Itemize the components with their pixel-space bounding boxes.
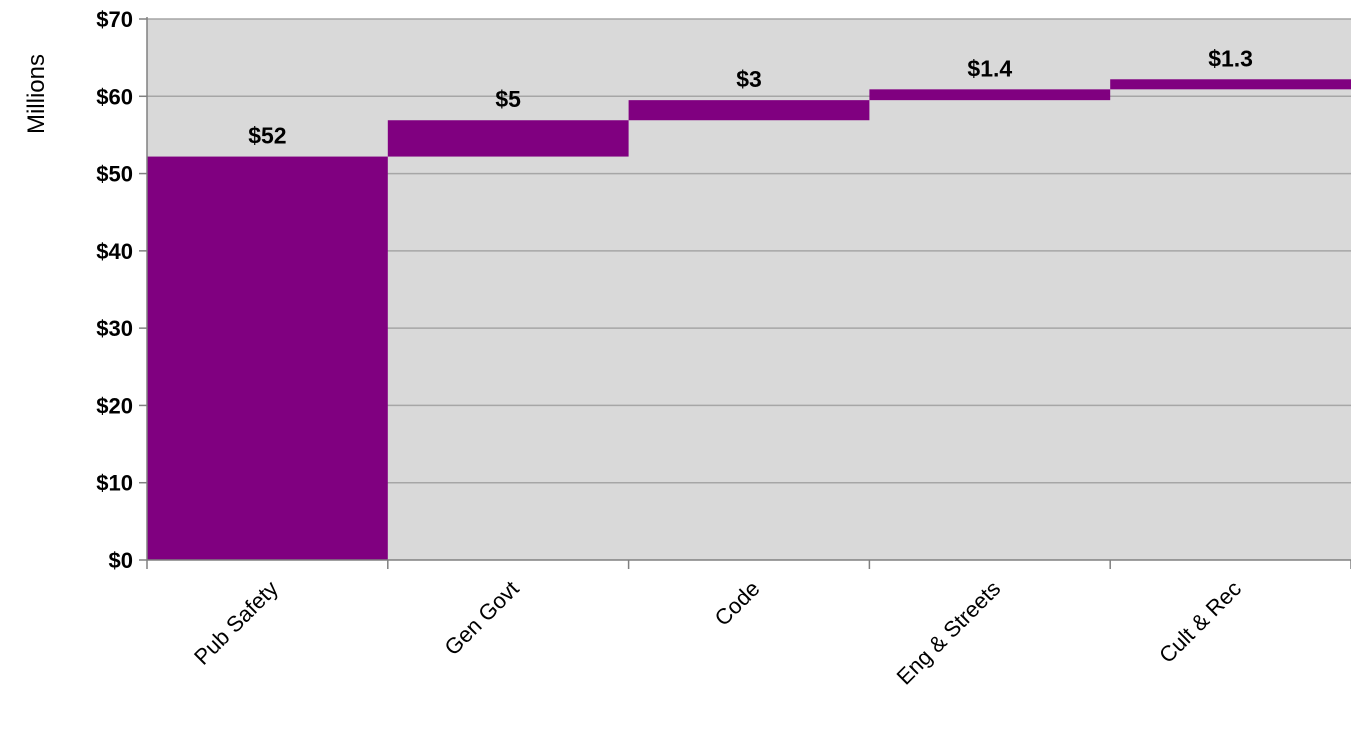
x-tick-labels: Pub Safety Gen Govt Code Eng & Streets Cult … (189, 576, 1246, 690)
y-tick-label-2: $20 (96, 393, 133, 418)
y-tick-label-0: $0 (109, 548, 133, 573)
x-tick-label-0: Pub Safety (189, 576, 283, 670)
x-tick-label-1: Gen Govt (439, 576, 523, 660)
y-tick-label-7: $70 (96, 7, 133, 32)
bar-2 (628, 100, 870, 121)
y-tick-labels: $0 $10 $20 $30 $40 $50 $60 $70 (96, 7, 133, 573)
x-tick-label-4: Cult & Rec (1154, 576, 1246, 668)
y-tick-label-5: $50 (96, 162, 133, 187)
data-labels: $52 $5 $3 $1.4 $1.3 (248, 45, 1253, 148)
data-label-2: $3 (736, 66, 762, 92)
y-axis-unit-label: Millions (23, 54, 50, 134)
y-tick-label-1: $10 (96, 471, 133, 496)
bars (147, 79, 1351, 560)
data-label-4: $1.3 (1208, 45, 1253, 71)
x-tick-label-3: Eng & Streets (892, 576, 1006, 690)
data-label-3: $1.4 (967, 55, 1012, 81)
y-tick-label-6: $60 (96, 84, 133, 109)
bar-1 (387, 120, 629, 157)
bar-0 (147, 156, 388, 560)
y-tick-label-3: $30 (96, 316, 133, 341)
axes (139, 17, 1351, 569)
data-label-0: $52 (248, 123, 286, 149)
y-tick-label-4: $40 (96, 239, 133, 264)
x-tick-label-2: Code (710, 576, 765, 631)
bar-3 (869, 89, 1111, 101)
bar-4 (1110, 79, 1351, 90)
data-label-1: $5 (495, 86, 521, 112)
